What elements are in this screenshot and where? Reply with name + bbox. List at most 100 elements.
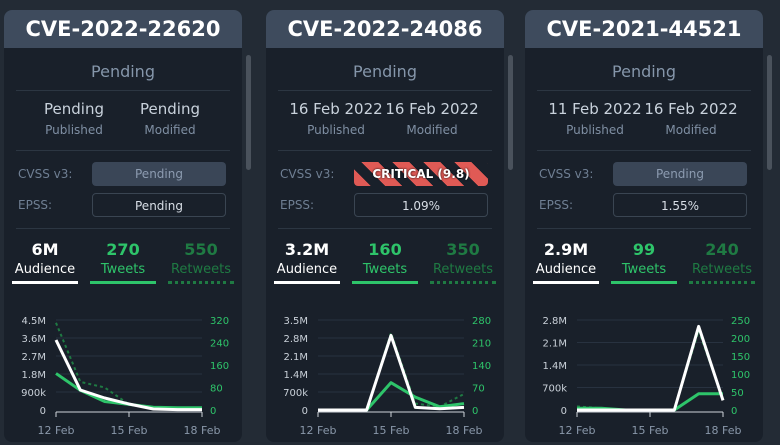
- x-axis-tick: 15 Feb: [111, 424, 148, 437]
- left-axis-tick: 3.6M: [21, 334, 46, 345]
- tweets-count: 160: [368, 240, 402, 259]
- left-axis-tick: 0: [561, 406, 567, 417]
- cvss-badge: CRITICAL (9.8): [354, 162, 488, 186]
- scrollbar-thumb[interactable]: [508, 55, 513, 170]
- left-axis-tick: 0: [302, 406, 308, 417]
- retweets-count: 240: [705, 240, 739, 259]
- right-axis-tick: 150: [731, 352, 750, 363]
- tweets-legend-line: [90, 281, 156, 284]
- left-axis-tick: 2.1M: [542, 339, 567, 350]
- right-axis-tick: 70: [472, 384, 485, 395]
- modified-label: Modified: [406, 123, 458, 137]
- cvss-label: CVSS v3:: [539, 167, 594, 181]
- audience-series-line: [318, 333, 465, 412]
- cvss-label: CVSS v3:: [280, 167, 335, 181]
- audience-legend-label[interactable]: Audience: [14, 262, 76, 277]
- right-axis-tick: 0: [210, 406, 216, 417]
- audience-legend-line: [12, 281, 78, 284]
- modified-label: Modified: [665, 123, 717, 137]
- x-axis-tick: 12 Feb: [38, 424, 75, 437]
- audience-count: 3.2M: [284, 240, 330, 259]
- divider: [278, 150, 492, 151]
- left-axis-tick: 2.1M: [283, 352, 308, 363]
- epss-value: Pending: [92, 193, 226, 217]
- tweets-legend-label[interactable]: Tweets: [362, 262, 408, 277]
- audience-count: 6M: [31, 240, 59, 259]
- left-axis-tick: 2.8M: [283, 334, 308, 345]
- audience-series-line: [577, 324, 725, 412]
- x-axis-tick: 12 Feb: [300, 424, 337, 437]
- engagement-chart: 0 700k 1.4M 2.1M 2.8M 0 50 100 150 200 250 12 Feb 15…: [542, 316, 750, 437]
- modified-date: 16 Feb 2022: [385, 100, 479, 118]
- left-axis-tick: 1.4M: [542, 361, 567, 372]
- retweets-legend-label[interactable]: Retweets: [170, 262, 232, 277]
- tweets-legend-label[interactable]: Tweets: [621, 262, 667, 277]
- x-axis-tick: 18 Feb: [446, 424, 483, 437]
- x-axis-tick: 12 Feb: [559, 424, 596, 437]
- cve-title[interactable]: CVE-2021-44521: [525, 10, 763, 48]
- scrollbar-thumb[interactable]: [246, 55, 251, 170]
- divider: [278, 90, 492, 91]
- left-axis-tick: 700k: [283, 388, 308, 399]
- modified-label: Modified: [144, 123, 196, 137]
- epss-value: 1.55%: [613, 193, 747, 217]
- audience-legend-label[interactable]: Audience: [535, 262, 597, 277]
- retweets-legend-line: [430, 281, 496, 284]
- scrollbar-thumb[interactable]: [767, 55, 772, 170]
- left-axis-tick: 1.4M: [283, 370, 308, 381]
- right-axis-tick: 160: [210, 361, 229, 372]
- status-text: Pending: [353, 62, 417, 81]
- x-axis-tick: 18 Feb: [705, 424, 742, 437]
- published-date: 16 Feb 2022: [289, 100, 383, 118]
- published-date: Pending: [44, 100, 104, 118]
- audience-legend-label[interactable]: Audience: [276, 262, 338, 277]
- engagement-chart: 0 700k 1.4M 2.1M 2.8M 3.5M 0 70 140 210 280 12 Feb 1…: [283, 316, 491, 437]
- retweets-count: 550: [184, 240, 218, 259]
- epss-label: EPSS:: [18, 198, 53, 212]
- tweets-series-line: [577, 392, 723, 412]
- cve-title[interactable]: CVE-2022-24086: [266, 10, 504, 48]
- cvss-badge: Pending: [92, 162, 226, 186]
- right-axis-tick: 0: [472, 406, 478, 417]
- cvss-label: CVSS v3:: [18, 167, 73, 181]
- retweets-legend-line: [689, 281, 755, 284]
- cve-card: CVE-2021-44521 Pending 11 Feb 2022 16 Feb 2…: [525, 10, 763, 442]
- tweets-legend-label[interactable]: Tweets: [100, 262, 146, 277]
- tweets-count: 270: [106, 240, 140, 259]
- modified-date: Pending: [140, 100, 200, 118]
- epss-label: EPSS:: [539, 198, 574, 212]
- divider: [278, 228, 492, 229]
- divider: [537, 90, 751, 91]
- audience-series-line: [54, 339, 202, 412]
- published-label: Published: [45, 123, 103, 137]
- right-axis-tick: 50: [731, 388, 744, 399]
- cve-title[interactable]: CVE-2022-22620: [4, 10, 242, 48]
- right-axis-tick: 140: [472, 361, 491, 372]
- left-axis-tick: 700k: [542, 384, 567, 395]
- modified-date: 16 Feb 2022: [644, 100, 738, 118]
- retweets-series-line: [55, 322, 202, 410]
- published-date: 11 Feb 2022: [548, 100, 642, 118]
- audience-count: 2.9M: [543, 240, 589, 259]
- right-axis-tick: 250: [731, 316, 750, 327]
- right-axis-tick: 280: [472, 316, 491, 327]
- retweets-legend-label[interactable]: Retweets: [691, 262, 753, 277]
- left-axis-tick: 1.8M: [21, 370, 46, 381]
- right-axis-tick: 210: [472, 339, 491, 350]
- divider: [16, 150, 230, 151]
- x-axis-tick: 18 Feb: [184, 424, 221, 437]
- published-label: Published: [307, 123, 365, 137]
- left-axis-tick: 2.8M: [542, 316, 567, 327]
- left-axis-tick: 900k: [21, 388, 46, 399]
- divider: [16, 90, 230, 91]
- cvss-badge: Pending: [613, 162, 747, 186]
- retweets-legend-label[interactable]: Retweets: [432, 262, 494, 277]
- right-axis-tick: 240: [210, 339, 229, 350]
- left-axis-tick: 0: [40, 406, 46, 417]
- left-axis-tick: 2.7M: [21, 352, 46, 363]
- divider: [537, 150, 751, 151]
- x-axis-tick: 15 Feb: [373, 424, 410, 437]
- right-axis-tick: 0: [731, 406, 737, 417]
- status-text: Pending: [612, 62, 676, 81]
- engagement-chart: 0 900k 1.8M 2.7M 3.6M 4.5M 0 80 160 240 320 12 Feb 1…: [21, 316, 229, 437]
